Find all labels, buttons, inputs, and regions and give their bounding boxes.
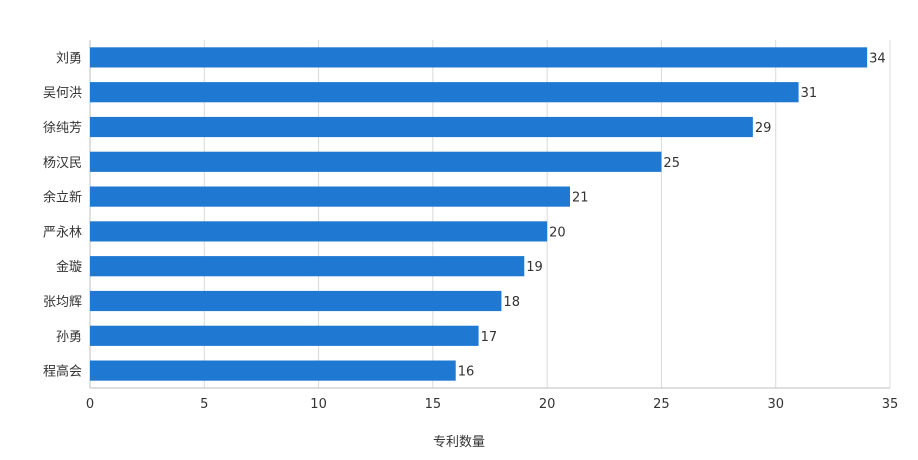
category-label: 刘勇 [56, 51, 82, 66]
x-tick-label: 30 [767, 397, 784, 412]
x-axis-ticks: 0 5 10 15 20 25 30 35 [86, 397, 898, 412]
data-label: 19 [526, 260, 543, 275]
bar [90, 82, 799, 103]
category-label: 程高会 [43, 364, 82, 380]
bars [90, 47, 868, 381]
data-label: 20 [549, 225, 566, 240]
data-label: 18 [503, 295, 520, 310]
bar [90, 116, 753, 138]
bar [90, 186, 570, 207]
category-label: 余立新 [43, 190, 82, 206]
category-label: 吴何洪 [43, 85, 82, 101]
x-tick-label: 5 [200, 397, 208, 412]
bar [90, 256, 525, 277]
bar [90, 325, 479, 346]
x-tick-label: 15 [425, 397, 442, 412]
bar [90, 221, 548, 242]
bar [90, 151, 662, 172]
category-label: 严永林 [43, 225, 82, 240]
data-labels: 34 31 29 25 21 20 19 18 17 16 [458, 51, 886, 379]
data-label: 25 [663, 156, 680, 171]
x-tick-label: 25 [653, 397, 670, 412]
data-label: 21 [572, 191, 589, 206]
bar [90, 360, 456, 381]
x-tick-label: 35 [882, 397, 899, 412]
bar [90, 47, 868, 68]
data-label: 31 [801, 86, 818, 101]
data-label: 16 [458, 365, 475, 380]
category-label: 张均辉 [43, 295, 82, 310]
category-label: 金璇 [56, 259, 82, 275]
x-tick-label: 10 [310, 397, 327, 412]
category-label: 孙勇 [56, 330, 82, 345]
bar [90, 290, 502, 312]
data-label: 34 [869, 51, 886, 66]
data-label: 17 [481, 330, 498, 345]
category-label: 杨汉民 [43, 156, 82, 171]
data-label: 29 [755, 121, 772, 136]
x-tick-label: 0 [86, 397, 94, 412]
x-axis-title: 专利数量 [433, 435, 485, 450]
category-label: 徐纯芳 [43, 121, 82, 136]
x-tick-label: 20 [539, 397, 556, 412]
